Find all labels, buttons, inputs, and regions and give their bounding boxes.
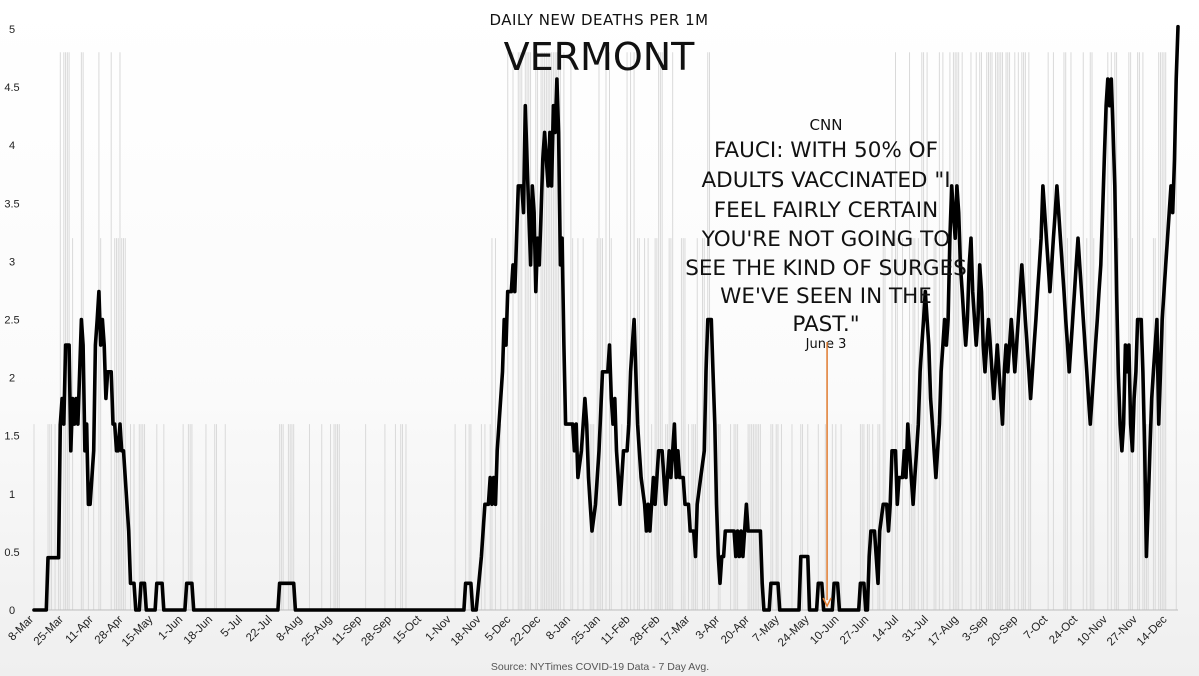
y-axis-ticks: 0 0.5 1 1.5 2 2.5 3 3.5 4 4.5 5: [4, 24, 19, 617]
annotation-line: PAST.": [792, 312, 859, 337]
x-tick-label: 20-Apr: [719, 614, 752, 647]
x-tick-label: 15-May: [120, 613, 156, 649]
annotation-date: June 3: [805, 337, 847, 352]
annotation-line: WE'VE SEEN IN THE: [720, 284, 932, 309]
y-tick-label: 0: [9, 605, 15, 617]
chart-subtitle: DAILY NEW DEATHS PER 1M: [489, 11, 708, 29]
x-tick-label: 17-Aug: [926, 614, 961, 649]
annotation-line: YOU'RE NOT GOING TO: [701, 227, 950, 252]
x-tick-label: 10-Jun: [808, 614, 841, 647]
annotation-line: ADULTS VACCINATED "I: [701, 168, 950, 193]
series-layer: [32, 24, 1180, 612]
x-tick-label: 3-Apr: [694, 614, 722, 642]
x-tick-label: 25-Aug: [300, 614, 335, 649]
annotation-line: SEE THE KIND OF SURGES: [685, 256, 967, 281]
annotation-line: FEEL FAIRLY CERTAIN: [714, 198, 938, 223]
x-tick-label: 11-Sep: [330, 614, 364, 648]
x-tick-label: 20-Sep: [986, 614, 1021, 649]
x-tick-label: 10-Nov: [1075, 613, 1110, 648]
x-tick-label: 25-Jan: [570, 614, 603, 647]
x-tick-label: 27-Nov: [1105, 613, 1140, 648]
annotation-block: CNN FAUCI: WITH 50% OF ADULTS VACCINATED…: [685, 116, 967, 608]
y-tick-label: 4: [9, 140, 15, 152]
chart-title: VERMONT: [504, 35, 696, 79]
y-tick-label: 5: [9, 24, 15, 36]
x-tick-label: 27-Jun: [838, 614, 871, 647]
y-tick-label: 3: [9, 256, 15, 268]
x-tick-label: 24-May: [776, 613, 812, 649]
source-note: Source: NYTimes COVID-19 Data - 7 Day Av…: [491, 661, 709, 673]
y-tick-label: 0.5: [4, 547, 19, 559]
x-tick-label: 18-Jun: [182, 614, 215, 647]
y-tick-label: 1: [9, 489, 15, 501]
y-tick-label: 3.5: [4, 198, 19, 210]
x-tick-label: 25-Mar: [32, 614, 66, 648]
x-tick-label: 28-Feb: [628, 614, 662, 648]
x-tick-label: 5-Jul: [219, 614, 245, 640]
x-tick-label: 11-Feb: [599, 614, 633, 648]
x-tick-label: 18-Nov: [449, 613, 484, 648]
y-tick-label: 2.5: [4, 315, 19, 327]
x-tick-label: 22-Jul: [244, 614, 275, 645]
y-tick-label: 1.5: [4, 431, 19, 443]
daily-bars-layer: [33, 52, 1177, 610]
y-tick-label: 2: [9, 373, 15, 385]
x-tick-label: 15-Oct: [391, 613, 424, 646]
x-tick-label: 28-Sep: [359, 614, 394, 649]
series-line: [32, 24, 1180, 612]
x-tick-label: 22-Dec: [508, 613, 543, 648]
annotation-line: FAUCI: WITH 50% OF: [714, 138, 938, 163]
annotation-source: CNN: [810, 116, 843, 134]
annotation-arrowhead: [822, 597, 832, 608]
x-tick-label: 17-Mar: [658, 614, 692, 648]
x-tick-label: 11-Apr: [63, 614, 95, 646]
y-tick-label: 4.5: [4, 82, 19, 94]
x-tick-label: 14-Jul: [871, 614, 902, 645]
x-tick-label: 14-Dec: [1135, 613, 1170, 648]
